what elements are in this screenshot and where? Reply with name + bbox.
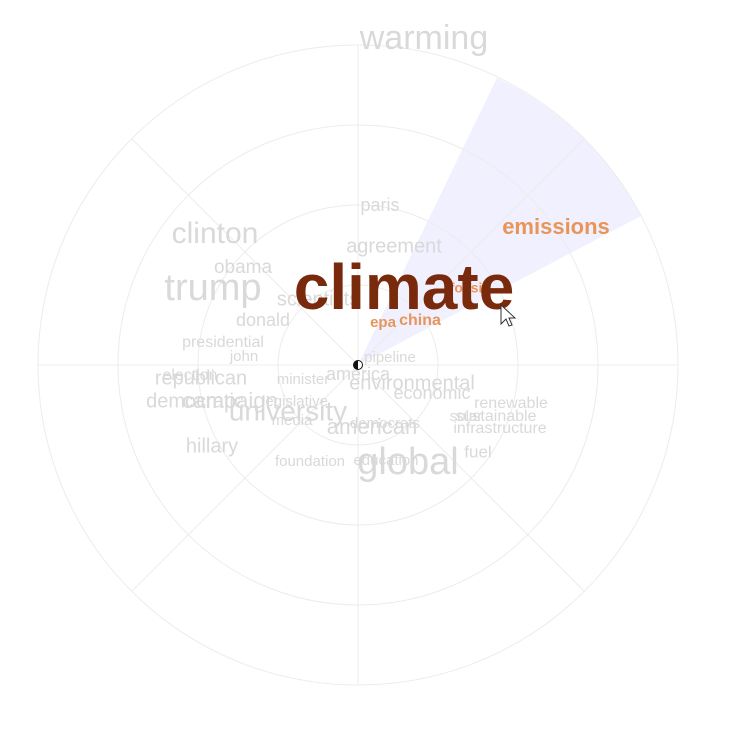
spoke-ne (357, 138, 585, 366)
word-warming[interactable]: warming (359, 19, 488, 57)
word-obama[interactable]: obama (214, 257, 273, 278)
word-infrastructure[interactable]: infrastructure (453, 420, 546, 437)
word-trump[interactable]: trump (164, 267, 261, 309)
word-democrats[interactable]: democrats (350, 415, 420, 432)
word-presidential[interactable]: presidential (182, 334, 264, 351)
word-pipeline[interactable]: pipeline (364, 349, 416, 366)
word-environmental[interactable]: environmental (349, 372, 475, 394)
word-campaign[interactable]: campaign (182, 388, 277, 413)
word-epa[interactable]: epa (370, 314, 397, 331)
word-clinton[interactable]: clinton (172, 217, 259, 250)
word-emissions[interactable]: emissions (502, 214, 610, 239)
word-media[interactable]: media (272, 412, 314, 429)
spoke-sw (131, 364, 359, 592)
word-donald[interactable]: donald (236, 310, 290, 330)
word-sustainable[interactable]: sustainable (456, 408, 537, 425)
word-climate[interactable]: climate (294, 251, 515, 323)
highlighted-sector[interactable] (358, 78, 641, 365)
mouse-pointer-icon (500, 303, 517, 327)
word-solar[interactable]: solar (450, 408, 483, 425)
word-minister[interactable]: minister (277, 371, 330, 388)
word-paris[interactable]: paris (360, 195, 399, 215)
word-global[interactable]: global (357, 441, 458, 483)
word-university[interactable]: university (229, 395, 347, 426)
word-foundation[interactable]: foundation (275, 453, 345, 470)
word-renewable[interactable]: renewable (474, 395, 548, 412)
word-education[interactable]: education (353, 452, 418, 469)
word-economic[interactable]: economic (393, 383, 470, 403)
word-scientists[interactable]: scientists (277, 288, 359, 310)
word-america[interactable]: america (326, 364, 391, 384)
word-democratic[interactable]: democratic (146, 390, 244, 412)
word-fuel[interactable]: fuel (464, 442, 491, 461)
word-election[interactable]: election (162, 367, 217, 384)
word-american[interactable]: american (327, 414, 417, 439)
word-china[interactable]: china (399, 312, 441, 329)
word-legislative[interactable]: legislative (262, 393, 328, 410)
word-hillary[interactable]: hillary (186, 435, 238, 457)
spoke-nw (131, 138, 359, 366)
center-marker-icon (353, 360, 363, 370)
spoke-se (357, 364, 585, 592)
word-fossil[interactable]: fossil (450, 280, 487, 296)
word-republican[interactable]: republican (155, 367, 247, 389)
word-john[interactable]: john (229, 348, 258, 365)
word-agreement[interactable]: agreement (346, 235, 442, 257)
